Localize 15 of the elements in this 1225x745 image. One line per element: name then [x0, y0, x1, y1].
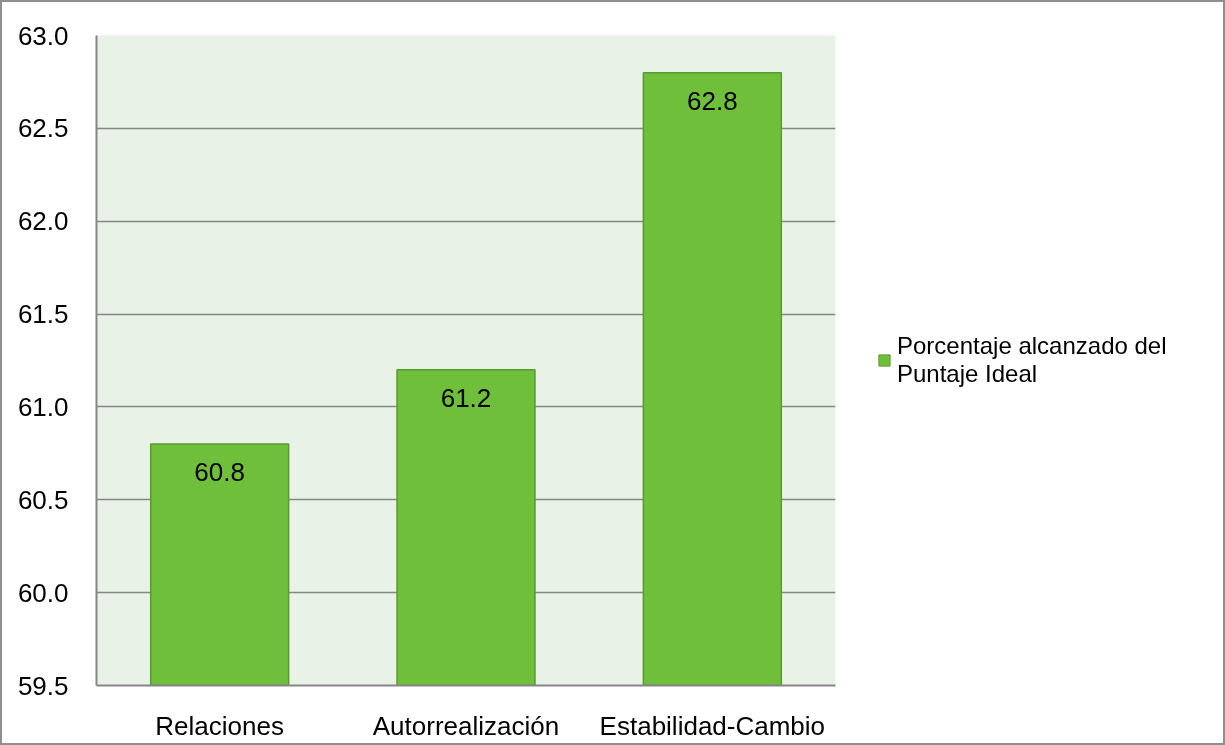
data-label: 61.2	[440, 382, 492, 413]
y-tick-label: 60.0	[17, 577, 69, 608]
data-label: 60.8	[194, 457, 245, 488]
data-label: 62.8	[687, 85, 738, 116]
x-tick-label: Relaciones	[155, 710, 284, 741]
y-tick-label: 62.5	[17, 113, 69, 144]
y-tick-label: 60.5	[17, 484, 69, 515]
x-tick-label: Autorrealización	[372, 710, 560, 741]
x-tick-label: Estabilidad-Cambio	[599, 710, 826, 741]
y-tick-label: 61.0	[17, 391, 69, 422]
y-tick-label: 61.5	[17, 299, 69, 330]
y-tick-label: 59.5	[17, 670, 69, 701]
legend-label: Porcentaje alcanzado del Puntaje Ideal	[897, 332, 1167, 388]
y-tick-label: 63.0	[17, 20, 69, 51]
y-tick-label: 62.0	[17, 206, 69, 237]
